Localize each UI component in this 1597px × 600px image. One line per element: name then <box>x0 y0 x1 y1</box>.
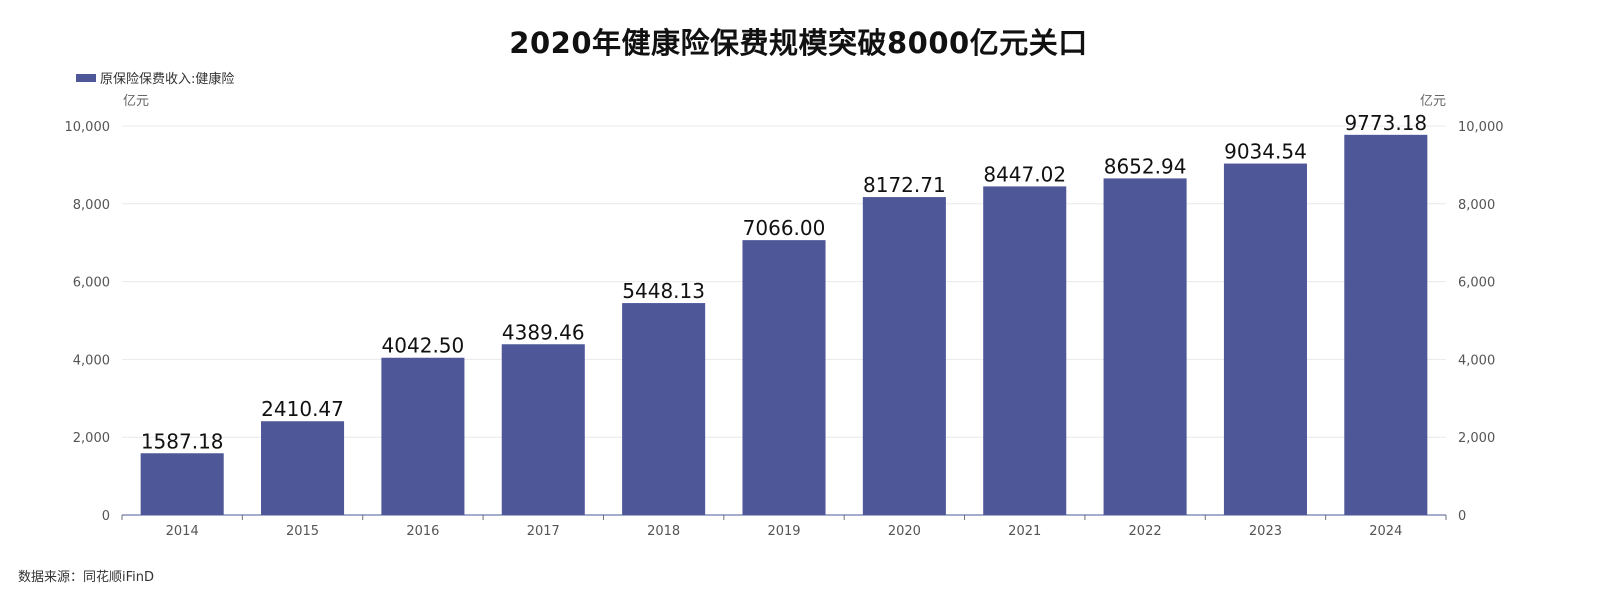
y-tick-label-right: 4,000 <box>1458 353 1495 368</box>
bar-2022[interactable] <box>1103 178 1187 515</box>
bar-2014[interactable] <box>140 453 224 515</box>
y-tick-label-left: 10,000 <box>65 120 111 135</box>
bar-2018[interactable] <box>622 303 706 515</box>
bar-2015[interactable] <box>261 421 345 515</box>
data-label-2016: 4042.50 <box>382 334 465 358</box>
y-tick-label-right: 6,000 <box>1458 276 1495 291</box>
data-label-2019: 7066.00 <box>743 216 826 240</box>
x-tick-label-2022: 2022 <box>1129 524 1162 539</box>
y-tick-label-left: 2,000 <box>73 431 110 446</box>
y-tick-label-right: 10,000 <box>1458 120 1504 135</box>
data-label-2021: 8447.02 <box>983 162 1066 186</box>
data-label-2014: 1587.18 <box>141 429 224 453</box>
x-tick-label-2020: 2020 <box>888 524 921 539</box>
legend-label: 原保险保费收入:健康险 <box>100 72 235 87</box>
data-label-2022: 8652.94 <box>1104 154 1187 178</box>
data-label-2020: 8172.71 <box>863 173 946 197</box>
bar-2024[interactable] <box>1344 134 1428 515</box>
data-label-2017: 4389.46 <box>502 320 585 344</box>
data-label-2024: 9773.18 <box>1344 111 1427 135</box>
y-tick-label-right: 0 <box>1458 509 1466 524</box>
x-tick-label-2024: 2024 <box>1369 524 1402 539</box>
bar-2023[interactable] <box>1223 163 1307 515</box>
data-label-2023: 9034.54 <box>1224 140 1307 164</box>
x-tick-label-2015: 2015 <box>286 524 319 539</box>
x-tick-label-2018: 2018 <box>647 524 680 539</box>
legend[interactable]: 原保险保费收入:健康险 <box>76 68 234 87</box>
data-source-note: 数据来源：同花顺iFinD <box>18 570 155 585</box>
chart-title: 2020年健康险保费规模突破8000亿元关口 <box>509 26 1088 60</box>
x-tick-label-2016: 2016 <box>406 524 439 539</box>
axes: 0 0 2,000 2,000 4,000 4,000 6,000 6,000 8,000 8,0… <box>65 94 1504 539</box>
bar-2016[interactable] <box>381 357 465 515</box>
y-tick-label-right: 2,000 <box>1458 431 1495 446</box>
bar-2021[interactable] <box>983 186 1067 515</box>
x-tick-label-2023: 2023 <box>1249 524 1282 539</box>
bar-2017[interactable] <box>501 344 585 515</box>
bars <box>140 134 1428 515</box>
data-labels: 1587.18 2410.47 4042.50 4389.46 5448.13 7066.… <box>141 111 1427 453</box>
x-tick-label-2019: 2019 <box>767 524 800 539</box>
bar-2019[interactable] <box>742 240 826 515</box>
data-label-2018: 5448.13 <box>622 279 705 303</box>
y-tick-label-left: 0 <box>102 509 110 524</box>
y-tick-label-left: 8,000 <box>73 198 110 213</box>
y-axis-unit-left: 亿元 <box>123 94 149 109</box>
x-tick-label-2021: 2021 <box>1008 524 1041 539</box>
data-label-2015: 2410.47 <box>261 397 344 421</box>
y-tick-label-left: 6,000 <box>73 276 110 291</box>
y-axis-unit-right: 亿元 <box>1420 94 1446 109</box>
bar-2020[interactable] <box>862 197 946 515</box>
x-tick-label-2017: 2017 <box>527 524 560 539</box>
x-tick-label-2014: 2014 <box>166 524 199 539</box>
y-tick-label-left: 4,000 <box>73 353 110 368</box>
legend-swatch <box>76 73 96 82</box>
y-tick-label-right: 8,000 <box>1458 198 1495 213</box>
